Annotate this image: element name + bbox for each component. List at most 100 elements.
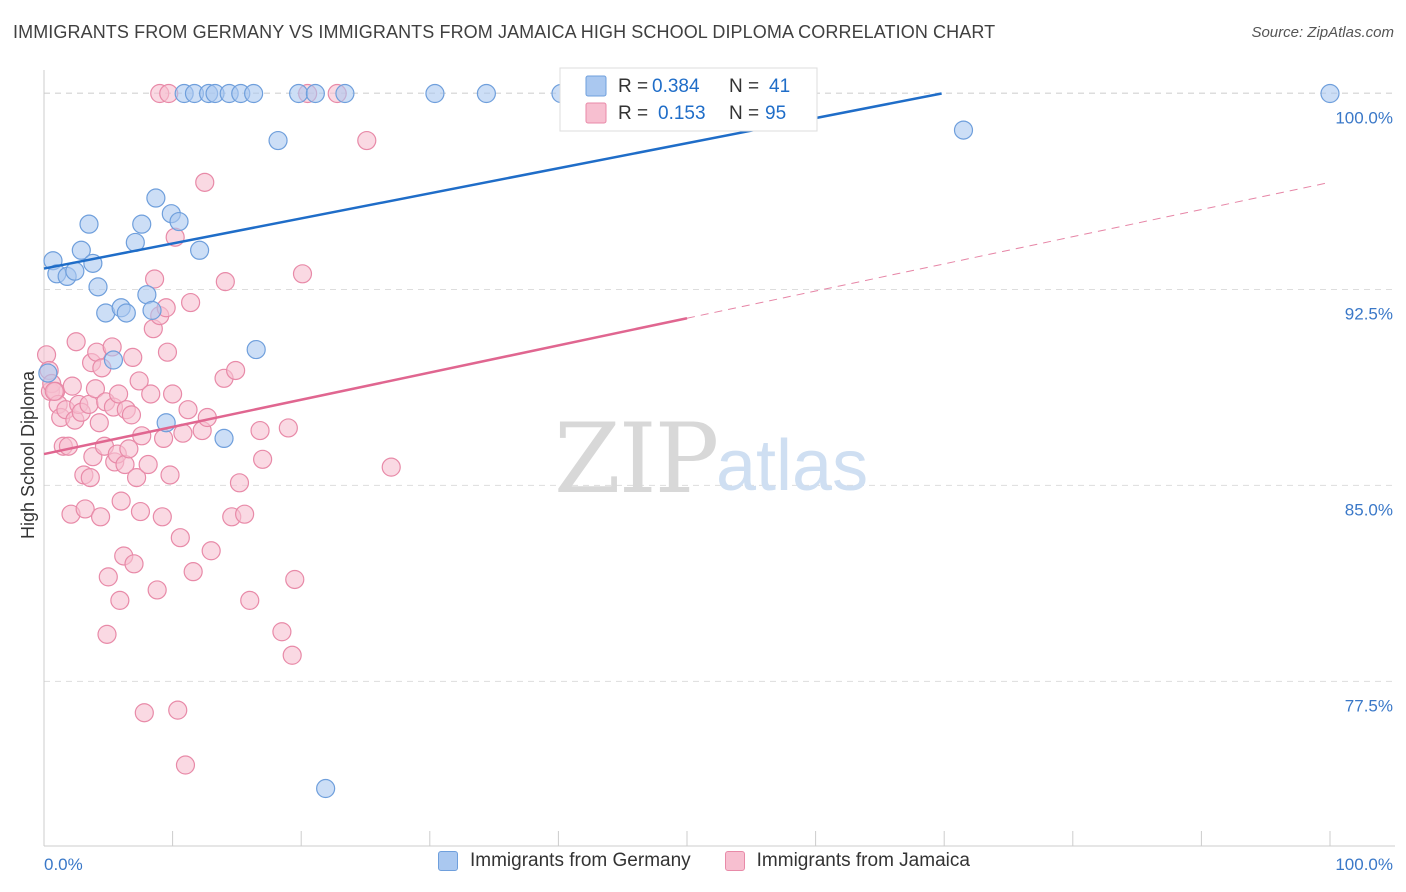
germany-point	[476, 83, 496, 104]
legend-label-jamaica: Immigrants from Jamaica	[756, 850, 970, 871]
jamaica-r-value: 0.153	[658, 103, 706, 124]
jamaica-point	[44, 381, 64, 401]
germany-point	[132, 214, 152, 234]
germany-point	[116, 303, 136, 323]
y-tick-label: 100.0%	[1335, 109, 1393, 128]
jamaica-point	[36, 345, 57, 365]
legend-swatch-jamaica	[724, 851, 745, 871]
germany-point	[214, 428, 234, 449]
jamaica-point	[170, 528, 190, 548]
jamaica-r-label: R =	[618, 103, 648, 124]
grid-layer	[43, 92, 1395, 846]
jamaica-trend-extension	[686, 181, 1331, 319]
trend-layer	[43, 92, 1331, 456]
jamaica-point	[129, 371, 149, 391]
jamaica-point	[85, 379, 106, 399]
germany-n-label: N =	[729, 76, 759, 97]
stats-legend: R = 0.384 N = 41 R = 0.153 N = 95	[559, 67, 818, 132]
jamaica-point	[110, 590, 130, 610]
jamaica-point	[141, 384, 161, 404]
legend-swatch-germany	[438, 851, 458, 871]
watermark-zip: ZIP	[554, 403, 717, 515]
y-tick-label: 77.5%	[1345, 696, 1393, 715]
jamaica-trend-line	[43, 316, 688, 456]
y-tick-label: 85.0%	[1345, 500, 1393, 519]
jamaica-point	[163, 384, 183, 404]
jamaica-point	[253, 449, 273, 469]
germany-swatch	[585, 75, 607, 97]
legend-entry-jamaica[interactable]: Immigrants from Jamaica	[724, 850, 970, 872]
germany-point	[244, 83, 264, 104]
jamaica-point	[285, 569, 305, 590]
jamaica-point	[250, 420, 270, 441]
jamaica-point	[108, 384, 129, 404]
watermark-atlas: atlas	[716, 426, 868, 506]
x-tick-label: 0.0%	[44, 855, 83, 874]
jamaica-point	[278, 418, 298, 438]
source-credit: Source: ZipAtlas.com	[1251, 24, 1394, 41]
jamaica-point	[66, 332, 86, 352]
jamaica-point	[126, 467, 147, 488]
jamaica-point	[58, 436, 79, 456]
chart-title: IMMIGRANTS FROM GERMANY VS IMMIGRANTS FR…	[13, 22, 996, 42]
jamaica-point	[160, 465, 180, 485]
jamaica-point	[240, 590, 260, 610]
jamaica-point	[111, 491, 131, 511]
jamaica-point	[98, 567, 118, 587]
germany-point	[88, 277, 108, 297]
jamaica-point	[134, 703, 154, 723]
jamaica-point	[75, 499, 95, 519]
jamaica-swatch	[585, 102, 607, 124]
jamaica-point	[130, 501, 151, 522]
jamaica-point	[90, 507, 111, 527]
jamaica-point	[195, 172, 215, 192]
legend-label-germany: Immigrants from Germany	[470, 850, 691, 871]
germany-point	[953, 120, 974, 140]
jamaica-point	[152, 507, 172, 527]
jamaica-point	[97, 624, 117, 644]
jamaica-point	[282, 645, 302, 665]
germany-point	[38, 363, 58, 383]
jamaica-point	[381, 457, 401, 477]
jamaica-point	[357, 130, 377, 151]
y-axis-label: High School Diploma	[18, 370, 38, 539]
jamaica-point	[121, 405, 142, 425]
germany-point	[425, 83, 445, 104]
jamaica-n-value: 95	[765, 103, 786, 124]
y-tick-label: 92.5%	[1345, 304, 1393, 323]
jamaica-point	[215, 272, 235, 292]
germany-point	[246, 339, 266, 360]
jamaica-point	[178, 400, 198, 420]
jamaica-point	[62, 376, 82, 396]
germany-point	[1320, 83, 1340, 104]
germany-point	[146, 188, 166, 208]
jamaica-point	[89, 413, 109, 433]
jamaica-point	[80, 467, 100, 488]
axis-layer	[43, 70, 1395, 847]
jamaica-point	[157, 342, 178, 362]
jamaica-point	[175, 755, 196, 775]
germany-r-value: 0.384	[652, 76, 700, 97]
jamaica-point	[153, 428, 174, 449]
jamaica-point	[226, 360, 246, 381]
points-layer	[36, 83, 1340, 799]
legend-entry-germany[interactable]: Immigrants from Germany	[438, 850, 691, 872]
jamaica-point	[168, 700, 188, 720]
jamaica-point	[124, 554, 144, 574]
watermark: ZIP atlas	[554, 403, 868, 515]
jamaica-point	[147, 580, 167, 600]
germany-point	[335, 83, 355, 104]
germany-point	[71, 240, 91, 260]
series-legend: Immigrants from Germany Immigrants from …	[438, 850, 1004, 872]
jamaica-point	[138, 454, 158, 475]
jamaica-point	[123, 347, 143, 368]
germany-n-value: 41	[769, 76, 790, 97]
germany-point	[316, 778, 336, 799]
jamaica-point	[144, 269, 165, 289]
jamaica-n-label: N =	[729, 103, 759, 124]
germany-point	[268, 130, 288, 151]
germany-point	[142, 300, 162, 320]
jamaica-point	[292, 264, 313, 284]
jamaica-point	[235, 504, 255, 524]
